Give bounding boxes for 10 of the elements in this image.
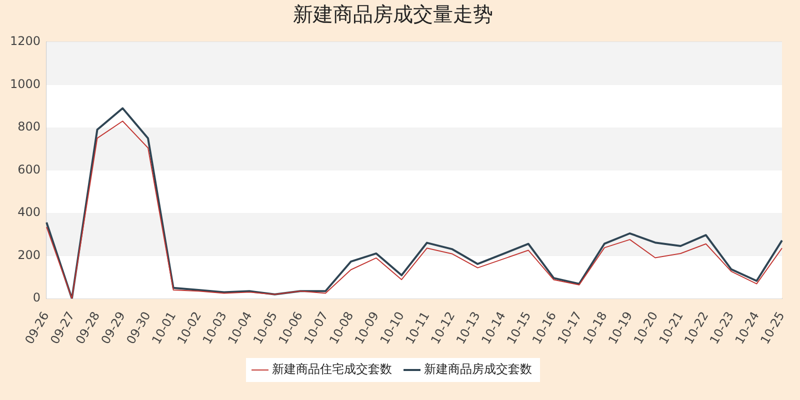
legend-label: 新建商品住宅成交套数 [272,362,392,376]
y-tick-label: 800 [18,120,41,134]
legend-label: 新建商品房成交套数 [424,362,532,376]
chart-title: 新建商品房成交量走势 [293,2,493,26]
y-tick-label: 200 [18,248,41,262]
y-tick-label: 600 [18,162,41,176]
y-tick-label: 400 [18,205,41,220]
y-tick-label: 1000 [10,76,41,91]
y-tick-label: 1200 [10,34,41,48]
y-tick-label: 0 [32,290,41,305]
